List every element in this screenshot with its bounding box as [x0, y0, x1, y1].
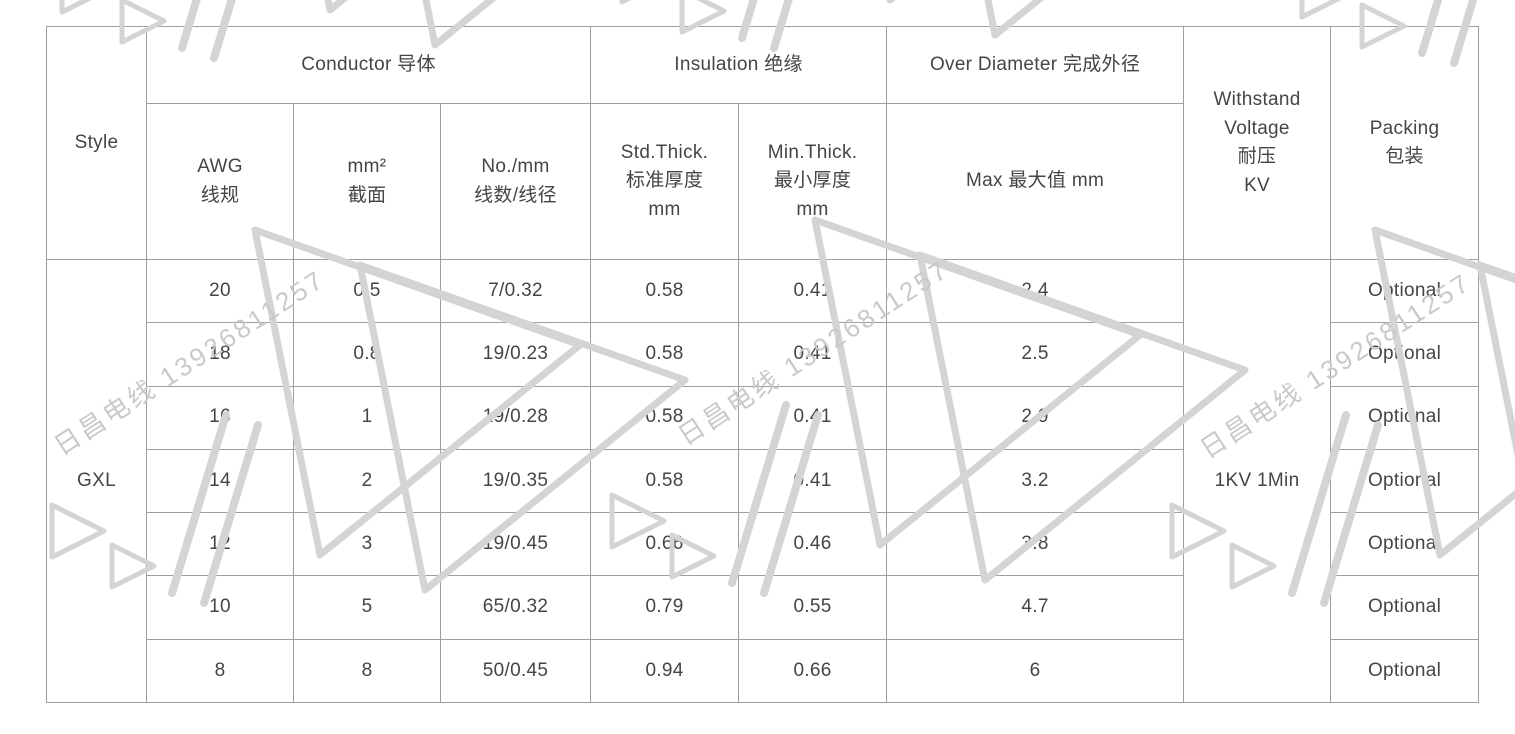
- cell-mm2: 8: [293, 638, 441, 704]
- cell-std-thick: 0.58: [590, 385, 740, 450]
- cell-std-thick: 0.58: [590, 322, 740, 387]
- cell-no-mm: 7/0.32: [439, 259, 592, 324]
- cell-min-thick: 0.41: [738, 448, 888, 514]
- header-max-diameter: Max 最大值 mm: [886, 103, 1185, 261]
- cell-max: 6: [886, 638, 1185, 704]
- cell-min-thick: 0.55: [738, 575, 888, 640]
- header-group-insulation: Insulation 绝缘: [590, 25, 888, 105]
- cell-packing: Optional: [1330, 259, 1480, 324]
- header-mm2: mm² 截面: [293, 103, 441, 261]
- wire-spec-table: Style Conductor 导体 Insulation 绝缘 Over Di…: [46, 25, 1480, 704]
- cell-no-mm: 65/0.32: [439, 575, 592, 640]
- cell-std-thick: 0.66: [590, 512, 740, 577]
- cell-no-mm: 19/0.35: [439, 448, 592, 514]
- cell-std-thick: 0.58: [590, 259, 740, 324]
- cell-min-thick: 0.41: [738, 385, 888, 450]
- style-value-cell: GXL: [46, 259, 147, 703]
- cell-awg: 8: [146, 638, 294, 704]
- header-std-thick: Std.Thick. 标准厚度 mm: [590, 103, 740, 261]
- cell-max: 2.5: [886, 322, 1185, 387]
- cell-awg: 14: [146, 448, 294, 514]
- cell-awg: 10: [146, 575, 294, 640]
- header-no-mm: No./mm 线数/线径: [439, 103, 592, 261]
- cell-packing: Optional: [1330, 448, 1480, 514]
- cell-max: 4.7: [886, 575, 1185, 640]
- cell-mm2: 0.8: [293, 322, 441, 387]
- cell-packing: Optional: [1330, 385, 1480, 450]
- cell-std-thick: 0.58: [590, 448, 740, 514]
- cell-packing: Optional: [1330, 575, 1480, 640]
- cell-no-mm: 19/0.28: [439, 385, 592, 450]
- cell-min-thick: 0.41: [738, 259, 888, 324]
- header-min-thick: Min.Thick. 最小厚度 mm: [738, 103, 888, 261]
- cell-mm2: 5: [293, 575, 441, 640]
- cell-awg: 12: [146, 512, 294, 577]
- cell-awg: 20: [146, 259, 294, 324]
- header-group-over-diameter: Over Diameter 完成外径: [886, 25, 1185, 105]
- cell-no-mm: 19/0.23: [439, 322, 592, 387]
- table-row: GXL 20 0.5 7/0.32 0.58 0.41 2.4 1KV 1Min…: [46, 259, 1480, 703]
- cell-awg: 16: [146, 385, 294, 450]
- table-row: 8 8 50/0.45 0.94 0.66 6 Optional: [47, 638, 1480, 704]
- cell-mm2: 0.5: [293, 259, 441, 324]
- cell-packing: Optional: [1330, 322, 1480, 387]
- cell-no-mm: 50/0.45: [439, 638, 592, 704]
- cell-min-thick: 0.41: [738, 322, 888, 387]
- cell-min-thick: 0.46: [738, 512, 888, 577]
- cell-packing: Optional: [1330, 638, 1480, 704]
- cell-awg: 18: [146, 322, 294, 387]
- cell-min-thick: 0.66: [738, 638, 888, 704]
- header-style: Style: [46, 25, 147, 261]
- cell-max: 2.9: [886, 385, 1185, 450]
- cell-mm2: 2: [293, 448, 441, 514]
- withstand-value-cell: 1KV 1Min: [1183, 259, 1332, 703]
- header-packing: Packing 包装: [1330, 25, 1480, 261]
- cell-max: 2.4: [886, 259, 1185, 324]
- cell-mm2: 3: [293, 512, 441, 577]
- cell-packing: Optional: [1330, 512, 1480, 577]
- cell-no-mm: 19/0.45: [439, 512, 592, 577]
- cell-max: 3.2: [886, 448, 1185, 514]
- header-withstand-voltage: Withstand Voltage 耐压 KV: [1183, 25, 1332, 261]
- header-group-conductor: Conductor 导体: [145, 25, 592, 105]
- cell-mm2: 1: [293, 385, 441, 450]
- header-awg: AWG 线规: [146, 103, 294, 261]
- cell-max: 3.8: [886, 512, 1185, 577]
- cell-std-thick: 0.94: [590, 638, 740, 704]
- cell-std-thick: 0.79: [590, 575, 740, 640]
